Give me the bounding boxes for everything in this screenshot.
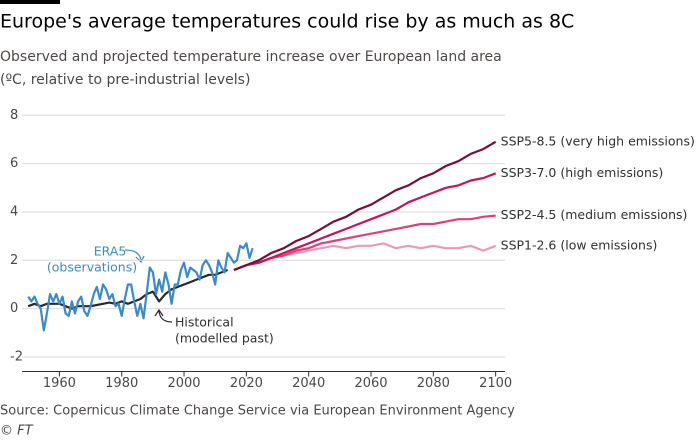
series-line bbox=[233, 172, 497, 272]
y-tick-label: 8 bbox=[10, 108, 18, 123]
source: Source: Copernicus Climate Change Servic… bbox=[0, 404, 515, 419]
chart-subtitle: Observed and projected temperature incre… bbox=[0, 49, 502, 65]
series-label: SSP5-8.5 (very high emissions) bbox=[501, 133, 695, 148]
x-tick-label: 2040 bbox=[292, 376, 325, 391]
annotation-arrow bbox=[124, 249, 145, 264]
annotation-arrow bbox=[154, 308, 173, 323]
y-tick-label: 2 bbox=[10, 253, 18, 268]
x-tick-label: 2020 bbox=[230, 376, 263, 391]
series-label: SSP2-4.5 (medium emissions) bbox=[501, 207, 688, 222]
series-line bbox=[27, 268, 229, 310]
series-note: (modelled past) bbox=[175, 331, 274, 346]
series-label: ERA5 bbox=[94, 244, 127, 259]
credit: © FT bbox=[0, 424, 34, 439]
chart-title: Europe's average temperatures could rise… bbox=[0, 11, 574, 33]
x-tick-label: 2100 bbox=[479, 376, 512, 391]
series-label: SSP1-2.6 (low emissions) bbox=[501, 237, 658, 252]
y-tick-label: -2 bbox=[10, 349, 23, 364]
series-label: SSP3-7.0 (high emissions) bbox=[501, 165, 664, 180]
brand-bar bbox=[0, 0, 60, 4]
y-tick-label: 0 bbox=[10, 301, 18, 316]
series-note: (observations) bbox=[47, 260, 137, 275]
y-tick-label: 6 bbox=[10, 156, 18, 171]
x-tick-label: 2080 bbox=[417, 376, 450, 391]
series-label: Historical bbox=[175, 315, 234, 330]
x-tick-label: 1960 bbox=[43, 376, 76, 391]
x-tick-label: 2000 bbox=[167, 376, 200, 391]
series-line bbox=[27, 242, 254, 332]
y-tick-label: 4 bbox=[10, 204, 18, 219]
x-tick-label: 2060 bbox=[354, 376, 387, 391]
series-line bbox=[233, 214, 496, 272]
x-tick-label: 1980 bbox=[105, 376, 138, 391]
series-line bbox=[233, 140, 497, 272]
chart-subtitle: (ºC, relative to pre-industrial levels) bbox=[0, 72, 250, 88]
